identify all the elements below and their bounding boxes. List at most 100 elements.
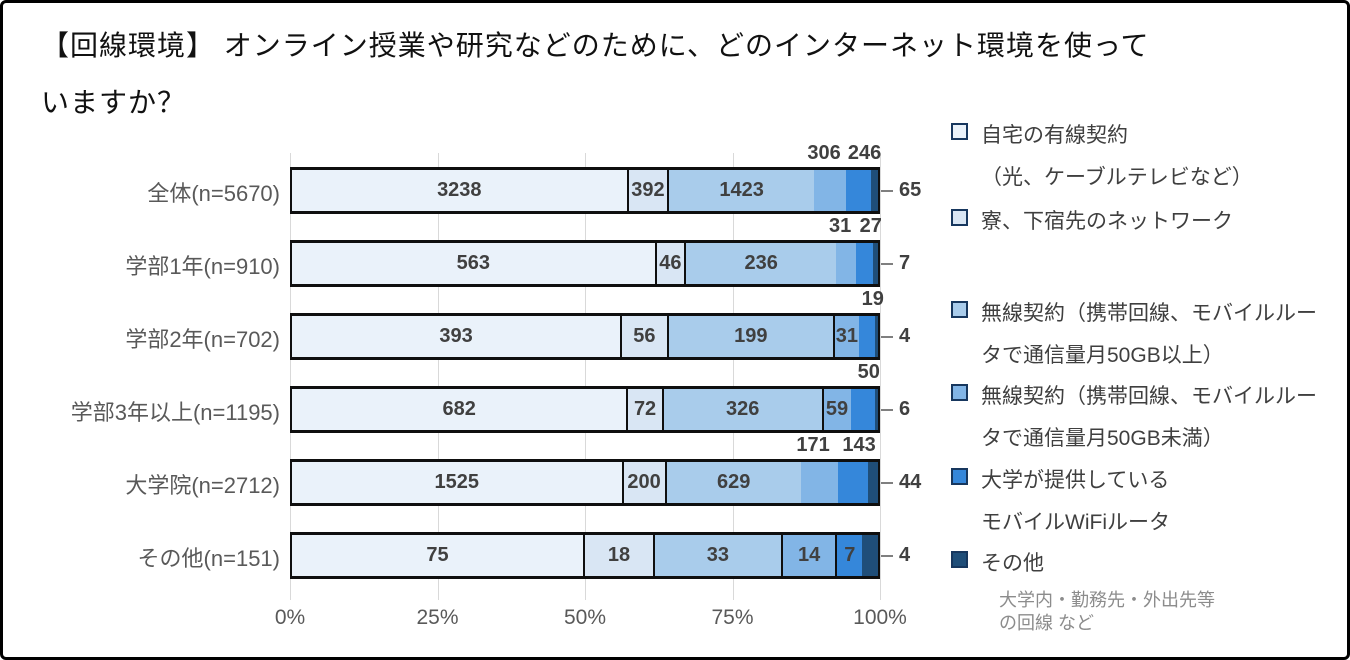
value-label-above: 171 <box>796 434 830 456</box>
legend-swatch-icon <box>951 123 968 140</box>
bar-segment <box>814 170 846 211</box>
grid-line <box>290 153 291 600</box>
bar-segment: 75 <box>292 535 584 576</box>
bar-segment: 3238 <box>292 170 627 211</box>
legend-label: その他 <box>981 543 1347 585</box>
bar-segment: 7 <box>835 535 863 576</box>
value-label-above: 143 <box>842 434 876 456</box>
leader-tick <box>881 189 893 192</box>
bar-segment: 31 <box>832 316 859 357</box>
bar-segment: 629 <box>664 462 801 503</box>
legend-note-line: の回線 など <box>999 613 1095 633</box>
row-label: 学部3年以上(n=1195) <box>70 400 280 425</box>
leader-tick <box>881 262 893 265</box>
bar-segment <box>836 243 857 284</box>
row-label: 学部2年(n=702) <box>125 327 280 352</box>
value-label-inside: 392 <box>631 179 665 201</box>
legend-note: 大学内・勤務先・外出先等 の回線 など <box>999 589 1347 635</box>
value-label-right: 44 <box>881 462 921 503</box>
grid-line <box>880 153 881 600</box>
value-label-right: 4 <box>881 316 910 357</box>
legend-label-line: 無線契約（携帯回線、モバイルルー <box>981 302 1317 325</box>
value-label-inside: 1525 <box>434 471 480 493</box>
value-label-right: 4 <box>881 535 910 576</box>
bar-segment: 1525 <box>292 462 622 503</box>
value-label-right-number: 65 <box>899 179 922 201</box>
bar-segment: 199 <box>666 316 833 357</box>
bar-segment <box>850 389 876 430</box>
bar-segment: 14 <box>780 535 836 576</box>
value-label-inside: 56 <box>633 325 656 347</box>
chart-title: 【回線環境】 オンライン授業や研究などのために、どのインターネット環境を使って … <box>41 17 1321 131</box>
value-label-inside: 75 <box>426 544 449 566</box>
bar-segment: 682 <box>292 389 627 430</box>
bar-row: 学部2年(n=702) 393 56 199 31 19 4 <box>125 288 910 360</box>
value-label-inside: 46 <box>659 252 682 274</box>
bar-segment <box>871 170 878 211</box>
legend-item: 無線契約（携帯回線、モバイルルー タで通信量月50GB以上） <box>951 293 1347 377</box>
value-label-right-number: 4 <box>899 544 911 566</box>
value-label-inside: 682 <box>442 398 476 420</box>
legend-item: 無線契約（携帯回線、モバイルルー タで通信量月50GB未満） <box>951 376 1347 460</box>
value-label-right-number: 6 <box>899 398 911 420</box>
value-label-inside: 199 <box>734 325 768 347</box>
chart-title-line1: 【回線環境】 オンライン授業や研究などのために、どのインターネット環境を使って <box>41 30 1150 61</box>
value-label-above: 19 <box>861 288 884 310</box>
value-label-above: 27 <box>859 215 882 237</box>
bar-row: 学部1年(n=910) 563 46 236 31 27 7 <box>125 215 910 287</box>
value-label-inside: 326 <box>725 398 760 420</box>
value-label-inside: 393 <box>439 325 473 347</box>
legend-label-line: 自宅の有線契約 <box>981 124 1128 147</box>
value-label-above: 50 <box>857 361 880 383</box>
x-axis-label: 100% <box>853 606 907 629</box>
legend-label-line: タで通信量月50GB未満） <box>981 427 1224 450</box>
legend-label: 無線契約（携帯回線、モバイルルー タで通信量月50GB以上） <box>981 293 1347 377</box>
legend-item: 寮、下宿先のネットワーク <box>951 201 1347 243</box>
value-label-inside: 200 <box>627 471 661 493</box>
bar-segment <box>873 243 878 284</box>
bar-segment <box>800 462 838 503</box>
bar-row: 大学院(n=2712) 1525 200 629 171 143 44 <box>125 434 921 506</box>
legend-label: 無線契約（携帯回線、モバイルルー タで通信量月50GB未満） <box>981 376 1347 460</box>
value-label-inside: 18 <box>607 544 631 566</box>
bar-segment: 33 <box>652 535 781 576</box>
x-axis-label: 50% <box>563 606 607 629</box>
bar-segment: 236 <box>684 243 837 284</box>
value-label-inside: 236 <box>744 252 778 274</box>
legend-swatch-icon <box>951 209 968 226</box>
legend-swatch-icon <box>951 384 968 401</box>
bar-segment <box>856 243 874 284</box>
value-label-inside: 72 <box>633 398 657 420</box>
value-label-right: 65 <box>881 170 921 211</box>
value-label-inside: 7 <box>844 544 856 566</box>
legend-swatch-icon <box>951 551 968 568</box>
value-label-right-number: 7 <box>899 252 911 274</box>
value-label-inside: 31 <box>835 325 858 347</box>
bar-row: 全体(n=5670) 3238 392 1423 306 246 65 <box>147 142 921 214</box>
row-label: 全体(n=5670) <box>147 181 280 206</box>
grid-line <box>732 153 734 600</box>
bar-segment: 72 <box>626 389 662 430</box>
grid-line <box>437 153 439 600</box>
value-label-right-number: 44 <box>899 471 922 493</box>
bar-segment <box>874 316 878 357</box>
x-axis-label: 75% <box>711 606 754 629</box>
value-label-inside: 59 <box>825 398 849 420</box>
legend-label: 大学が提供している モバイルWiFiルータ <box>981 460 1347 544</box>
legend: 自宅の有線契約 （光、ケーブルテレビなど） 寮、下宿先のネットワーク無線契約（携帯回… <box>951 3 1347 657</box>
leader-tick <box>881 408 893 411</box>
plot-area: 0% 25% 50% 75% 100% 全体(n=5670) 3238 392 1423 306 2… <box>71 142 922 629</box>
bar-segment <box>837 462 869 503</box>
row-label: 大学院(n=2712) <box>125 473 280 498</box>
legend-label-line: モバイルWiFiルータ <box>981 511 1170 534</box>
x-axis-label: 25% <box>416 606 459 629</box>
bar-segment: 393 <box>292 316 621 357</box>
leader-tick <box>881 335 893 338</box>
value-label-inside: 3238 <box>437 179 482 201</box>
value-label-inside: 629 <box>716 471 751 493</box>
legend-item: 自宅の有線契約 （光、ケーブルテレビなど） <box>951 115 1347 199</box>
legend-item: 大学が提供している モバイルWiFiルータ <box>951 460 1347 544</box>
value-label-above: 246 <box>847 142 882 164</box>
leader-tick <box>881 481 893 484</box>
